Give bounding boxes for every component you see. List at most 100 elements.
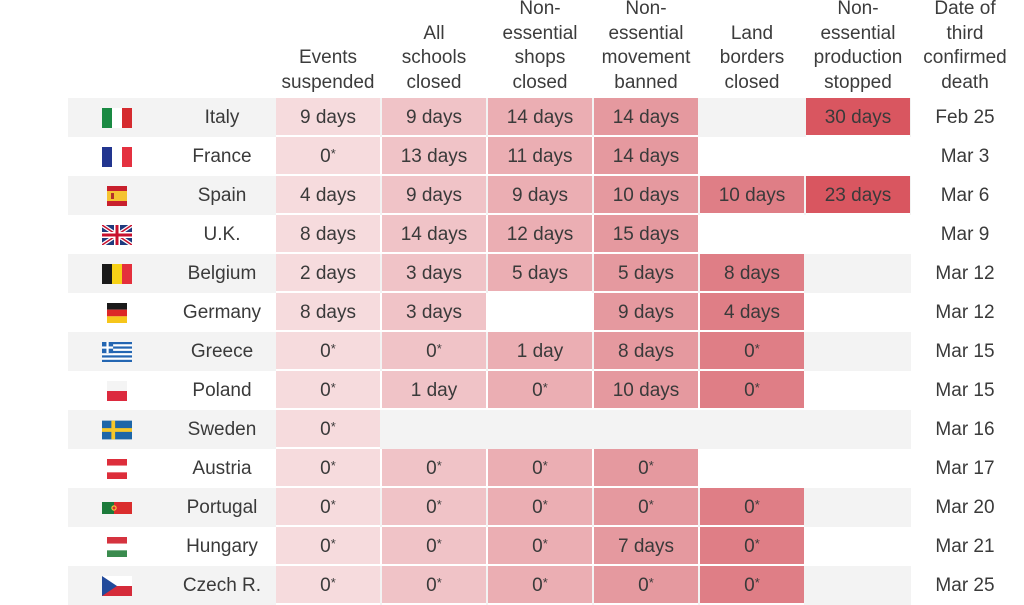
column-header-3: Non- essential shops closed [502,0,578,93]
table-row-portugal: Portugal 0* 0* 0* 0* 0* Mar 20 [0,488,1024,527]
table-row-france: France 0* 13 days 11 days 14 days Mar 3 [0,137,1024,176]
cell-italy-col-6: 30 days [806,98,910,137]
belgium-flag [102,264,132,284]
cell-u-k-col-2: 14 days [382,215,486,254]
country-name: Czech R. [182,575,262,596]
cell-austria-col-1: 0* [276,449,380,488]
cell-germany-col-1: 8 days [276,293,380,332]
cell-portugal-col-5: 0* [700,488,804,527]
country-name: Germany [182,302,262,323]
country-name: Sweden [187,419,257,440]
column-header-2: All schools closed [401,22,467,93]
third-death-date: Mar 16 [935,419,995,440]
cell-austria-col-3: 0* [488,449,592,488]
uk-flag [102,225,132,245]
cell-hungary-col-2: 0* [382,527,486,566]
germany-flag [102,303,132,323]
cell-france-col-2: 13 days [382,137,486,176]
portugal-flag [102,498,132,518]
third-death-date: Mar 6 [940,185,990,206]
third-death-date: Mar 17 [935,458,995,479]
cell-belgium-col-2: 3 days [382,254,486,293]
cell-portugal-col-2: 0* [382,488,486,527]
cell-belgium-col-1: 2 days [276,254,380,293]
cell-poland-col-5: 0* [700,371,804,410]
cell-poland-col-3: 0* [488,371,592,410]
third-death-date: Mar 15 [935,380,995,401]
third-death-date: Mar 9 [940,224,990,245]
cell-sweden-col-1: 0* [276,410,380,449]
table-row-greece: Greece 0* 0* 1 day 8 days 0* Mar 15 [0,332,1024,371]
table-row-sweden: Sweden 0* Mar 16 [0,410,1024,449]
cell-france-col-3: 11 days [488,137,592,176]
cell-italy-col-2: 9 days [382,98,486,137]
country-name: Italy [204,107,240,128]
table-row-germany: Germany 8 days 3 days 9 days 4 days Mar 12 [0,293,1024,332]
cell-greece-col-5: 0* [700,332,804,371]
cell-greece-col-1: 0* [276,332,380,371]
country-name: Austria [192,458,252,479]
cell-czech-r-col-5: 0* [700,566,804,605]
table-row-u-k: U.K. 8 days 14 days 12 days 15 days Mar 9 [0,215,1024,254]
cell-germany-col-5: 4 days [700,293,804,332]
cell-spain-col-1: 4 days [276,176,380,215]
cell-hungary-col-1: 0* [276,527,380,566]
table-row-spain: Spain 4 days 9 days 9 days 10 days 10 days 23 … [0,176,1024,215]
table-row-belgium: Belgium 2 days 3 days 5 days 5 days 8 days Mar… [0,254,1024,293]
cell-czech-r-col-3: 0* [488,566,592,605]
table-row-austria: Austria 0* 0* 0* 0* Mar 17 [0,449,1024,488]
column-header-6: Non- essential production stopped [813,0,903,93]
cell-czech-r-col-1: 0* [276,566,380,605]
country-name: Portugal [186,497,258,518]
cell-spain-col-5: 10 days [700,176,804,215]
sweden-flag [102,420,132,440]
table-row-hungary: Hungary 0* 0* 0* 7 days 0* Mar 21 [0,527,1024,566]
czech-flag [102,576,132,596]
country-name: Spain [197,185,247,206]
cell-italy-col-1: 9 days [276,98,380,137]
cell-france-col-4: 14 days [594,137,698,176]
greece-flag [102,342,132,362]
cell-hungary-col-3: 0* [488,527,592,566]
cell-spain-col-4: 10 days [594,176,698,215]
cell-czech-r-col-2: 0* [382,566,486,605]
third-death-date: Mar 20 [935,497,995,518]
cell-poland-col-1: 0* [276,371,380,410]
cell-austria-col-2: 0* [382,449,486,488]
cell-germany-col-2: 3 days [382,293,486,332]
cell-greece-col-2: 0* [382,332,486,371]
column-header-5: Land borders closed [719,22,785,93]
spain-flag [102,186,132,206]
third-death-date: Mar 15 [935,341,995,362]
country-name: Poland [192,380,252,401]
poland-flag [102,381,132,401]
table-header: Events suspended All schools closed Non- e… [0,0,1024,98]
country-name: Belgium [187,263,257,284]
cell-poland-col-4: 10 days [594,371,698,410]
cell-spain-col-2: 9 days [382,176,486,215]
cell-poland-col-2: 1 day [382,371,486,410]
table-row-italy: Italy 9 days 9 days 14 days 14 days 30 days Fe… [0,98,1024,137]
cell-greece-col-4: 8 days [594,332,698,371]
hungary-flag [102,537,132,557]
cell-belgium-col-4: 5 days [594,254,698,293]
country-name: U.K. [203,224,241,245]
third-death-date: Mar 21 [935,536,995,557]
cell-italy-col-4: 14 days [594,98,698,137]
cell-belgium-col-5: 8 days [700,254,804,293]
cell-u-k-col-1: 8 days [276,215,380,254]
cell-belgium-col-3: 5 days [488,254,592,293]
country-name: Greece [190,341,254,362]
france-flag [102,147,132,167]
cell-portugal-col-4: 0* [594,488,698,527]
cell-austria-col-4: 0* [594,449,698,488]
table-row-czech-r: Czech R. 0* 0* 0* 0* 0* Mar 25 [0,566,1024,605]
cell-czech-r-col-4: 0* [594,566,698,605]
cell-greece-col-3: 1 day [488,332,592,371]
country-name: France [192,146,252,167]
column-header-1: Events suspended [281,47,375,93]
third-death-date: Mar 12 [935,263,995,284]
table-row-poland: Poland 0* 1 day 0* 10 days 0* Mar 15 [0,371,1024,410]
cell-portugal-col-1: 0* [276,488,380,527]
cell-france-col-1: 0* [276,137,380,176]
